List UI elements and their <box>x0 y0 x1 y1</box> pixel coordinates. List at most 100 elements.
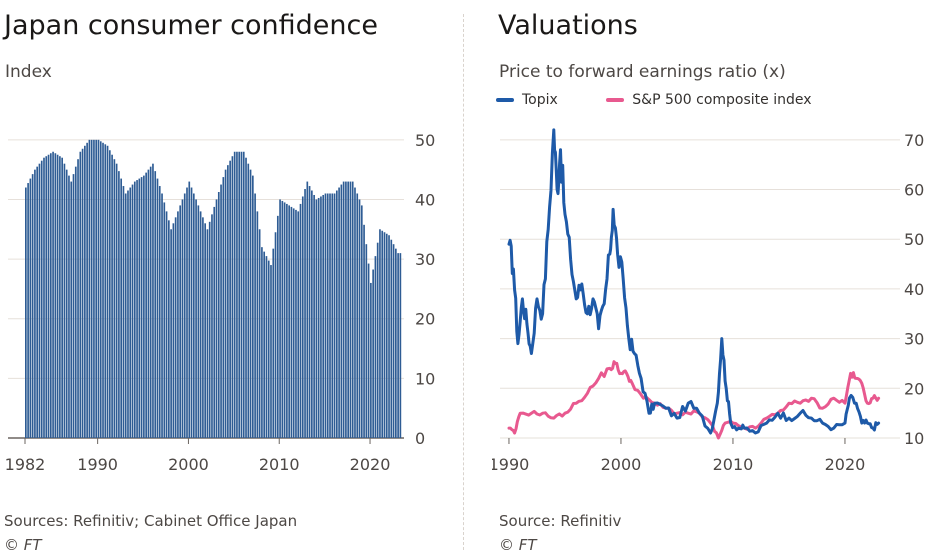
bar <box>342 181 345 438</box>
bar <box>29 178 32 438</box>
bar <box>84 145 86 439</box>
bar <box>347 181 350 438</box>
bar <box>247 163 250 438</box>
bar <box>165 211 168 438</box>
chart-copyright: © FT <box>4 536 42 554</box>
chart-copyright: © FT <box>499 536 537 554</box>
bar <box>292 208 295 438</box>
bar <box>324 193 327 438</box>
bar <box>106 145 109 439</box>
bar <box>63 163 66 438</box>
bar <box>354 187 356 438</box>
y-tick-label: 20 <box>904 379 924 398</box>
bar <box>295 209 297 438</box>
bar <box>281 200 284 438</box>
x-tick-label: 1990 <box>77 455 118 474</box>
bar <box>136 180 138 438</box>
x-tick-label: 2020 <box>825 455 866 474</box>
bar <box>27 183 29 438</box>
bar <box>304 189 306 438</box>
bar <box>170 229 172 438</box>
bar <box>131 184 134 438</box>
bar <box>311 190 313 438</box>
chart-subtitle: Index <box>5 62 52 82</box>
bar <box>245 157 247 438</box>
bar <box>72 174 75 439</box>
bar <box>61 157 63 438</box>
bar <box>388 235 390 438</box>
bar <box>70 181 73 438</box>
bar <box>59 156 61 438</box>
bar <box>208 221 211 438</box>
bar <box>383 232 386 438</box>
bar <box>286 203 288 438</box>
bar <box>211 214 213 438</box>
bar <box>49 153 52 438</box>
bar <box>331 193 334 438</box>
bar <box>370 282 372 438</box>
bar <box>333 193 336 438</box>
bar <box>118 171 120 439</box>
bar <box>374 256 377 438</box>
bar <box>95 139 98 438</box>
bar <box>34 169 36 439</box>
bar <box>301 196 304 438</box>
bar <box>45 156 48 438</box>
bar <box>326 193 329 438</box>
x-tick-label: 1990 <box>492 455 529 474</box>
bar <box>299 203 302 438</box>
bar <box>360 205 363 438</box>
bar <box>272 248 275 438</box>
bar <box>297 211 300 438</box>
bar <box>133 181 136 438</box>
bar <box>172 223 175 438</box>
bar <box>249 169 252 439</box>
bar <box>86 142 88 439</box>
bar <box>363 224 365 438</box>
chart-title: Japan consumer confidence <box>4 10 378 41</box>
y-tick-label: 70 <box>904 131 924 150</box>
y-tick-label: 10 <box>904 429 924 448</box>
bar <box>338 187 340 438</box>
bar <box>93 139 95 438</box>
bar <box>392 244 395 438</box>
y-tick-label: 20 <box>415 310 435 329</box>
y-tick-label: 10 <box>415 369 435 388</box>
legend-swatch-icon <box>606 98 625 102</box>
bar <box>351 181 354 438</box>
bar <box>213 206 216 438</box>
chart-title: Valuations <box>498 10 638 41</box>
bar <box>261 247 263 438</box>
bar <box>283 202 286 438</box>
bar <box>233 151 236 438</box>
bar <box>242 151 245 438</box>
y-tick-label: 30 <box>904 330 924 349</box>
chart-source: Sources: Refinitiv; Cabinet Office Japan <box>4 512 298 530</box>
bar <box>154 171 157 439</box>
bar <box>197 205 200 438</box>
chart-legend: Topix S&P 500 composite index <box>496 92 856 108</box>
bar <box>372 269 374 438</box>
bar <box>138 178 141 438</box>
bar <box>113 159 116 438</box>
bar <box>335 190 338 438</box>
bar <box>381 230 384 438</box>
bar <box>156 178 159 438</box>
y-tick-label: 50 <box>904 230 924 249</box>
bar <box>224 169 227 439</box>
bar <box>270 265 272 438</box>
bar <box>358 199 361 438</box>
bar <box>315 199 318 438</box>
y-tick-label: 50 <box>415 131 435 150</box>
left-chart-panel: Japan consumer confidence Index 0 10 20 30 4… <box>0 0 455 560</box>
bar <box>199 211 202 438</box>
bar <box>202 217 204 438</box>
bar <box>97 139 100 438</box>
bar <box>258 229 261 438</box>
legend-label: Topix <box>522 92 558 108</box>
y-tick-label: 30 <box>415 250 435 269</box>
bar <box>345 181 347 438</box>
bar <box>174 217 177 438</box>
bar <box>195 199 197 438</box>
bar <box>99 141 102 439</box>
